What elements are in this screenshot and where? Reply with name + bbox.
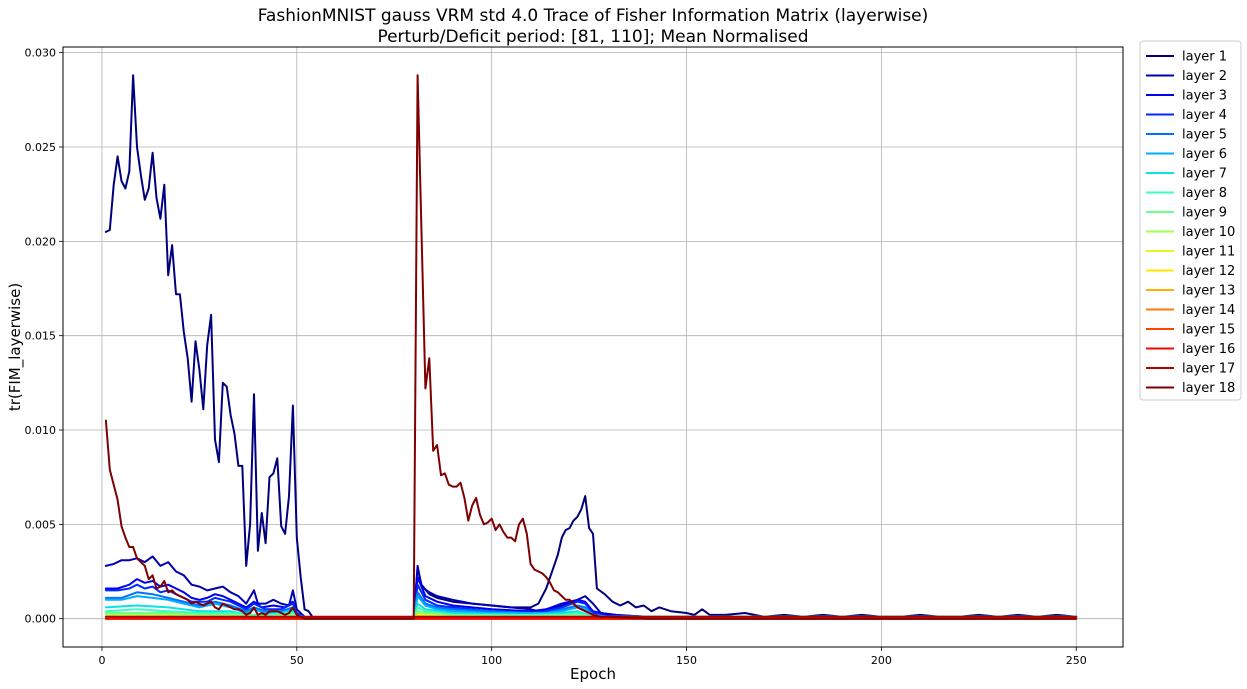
legend-label-layer-13: layer 13 xyxy=(1182,284,1235,299)
series-line-layer-18 xyxy=(104,74,1078,620)
legend-items: layer 1 layer 2 layer 3 layer 4 layer 5 layer… xyxy=(1146,50,1235,396)
legend: layer 1 layer 2 layer 3 layer 4 layer 5 layer… xyxy=(1139,40,1242,401)
y-tick-label: 0.020 xyxy=(25,235,57,248)
legend-label-layer-10: layer 10 xyxy=(1182,225,1235,240)
y-axis-label: tr(FIM_layerwise) xyxy=(6,283,25,411)
series-line-layer-4 xyxy=(104,583,1078,620)
y-tick-label: 0.015 xyxy=(25,330,57,343)
grid-lines xyxy=(63,47,1123,647)
legend-label-layer-15: layer 15 xyxy=(1182,323,1235,338)
y-tick-label: 0.010 xyxy=(25,424,57,437)
legend-label-layer-18: layer 18 xyxy=(1182,381,1235,396)
legend-label-layer-16: layer 16 xyxy=(1182,342,1235,357)
chart-subtitle: Perturb/Deficit period: [81, 110]; Mean … xyxy=(377,27,808,47)
legend-label-layer-5: layer 5 xyxy=(1182,128,1227,143)
x-tick-label: 250 xyxy=(1066,654,1087,667)
legend-label-layer-6: layer 6 xyxy=(1182,147,1227,162)
plot-frame xyxy=(62,46,1124,648)
y-tick-label: 0.025 xyxy=(25,141,57,154)
y-tick-label: 0.000 xyxy=(25,613,57,626)
x-tick-label: 50 xyxy=(290,654,304,667)
y-tick-label: 0.030 xyxy=(25,47,57,60)
x-tick-label: 150 xyxy=(676,654,697,667)
legend-label-layer-14: layer 14 xyxy=(1182,303,1235,318)
legend-label-layer-7: layer 7 xyxy=(1182,167,1227,182)
series-line-layer-1 xyxy=(104,74,1078,620)
y-axis-ticks: 0.000 0.005 0.010 0.015 0.020 0.025 0.030 xyxy=(25,47,63,626)
x-tick-label: 0 xyxy=(98,654,105,667)
legend-label-layer-4: layer 4 xyxy=(1182,108,1227,123)
chart-title: FashionMNIST gauss VRM std 4.0 Trace of … xyxy=(258,6,929,26)
legend-label-layer-2: layer 2 xyxy=(1182,69,1227,84)
plot-area: 0 50 100 150 200 250 0.000 0.005 0.010 0.015 0.02… xyxy=(25,46,1124,667)
legend-label-layer-9: layer 9 xyxy=(1182,206,1227,221)
series-lines xyxy=(104,74,1078,620)
legend-label-layer-8: layer 8 xyxy=(1182,186,1227,201)
y-tick-label: 0.005 xyxy=(25,518,57,531)
x-axis-label: Epoch xyxy=(570,665,616,683)
x-tick-label: 200 xyxy=(871,654,892,667)
x-tick-label: 100 xyxy=(481,654,502,667)
x-axis-ticks: 0 50 100 150 200 250 xyxy=(98,647,1087,667)
legend-label-layer-11: layer 11 xyxy=(1182,245,1235,260)
legend-label-layer-17: layer 17 xyxy=(1182,362,1235,377)
legend-label-layer-12: layer 12 xyxy=(1182,264,1235,279)
legend-label-layer-3: layer 3 xyxy=(1182,89,1227,104)
legend-label-layer-1: layer 1 xyxy=(1182,50,1227,65)
